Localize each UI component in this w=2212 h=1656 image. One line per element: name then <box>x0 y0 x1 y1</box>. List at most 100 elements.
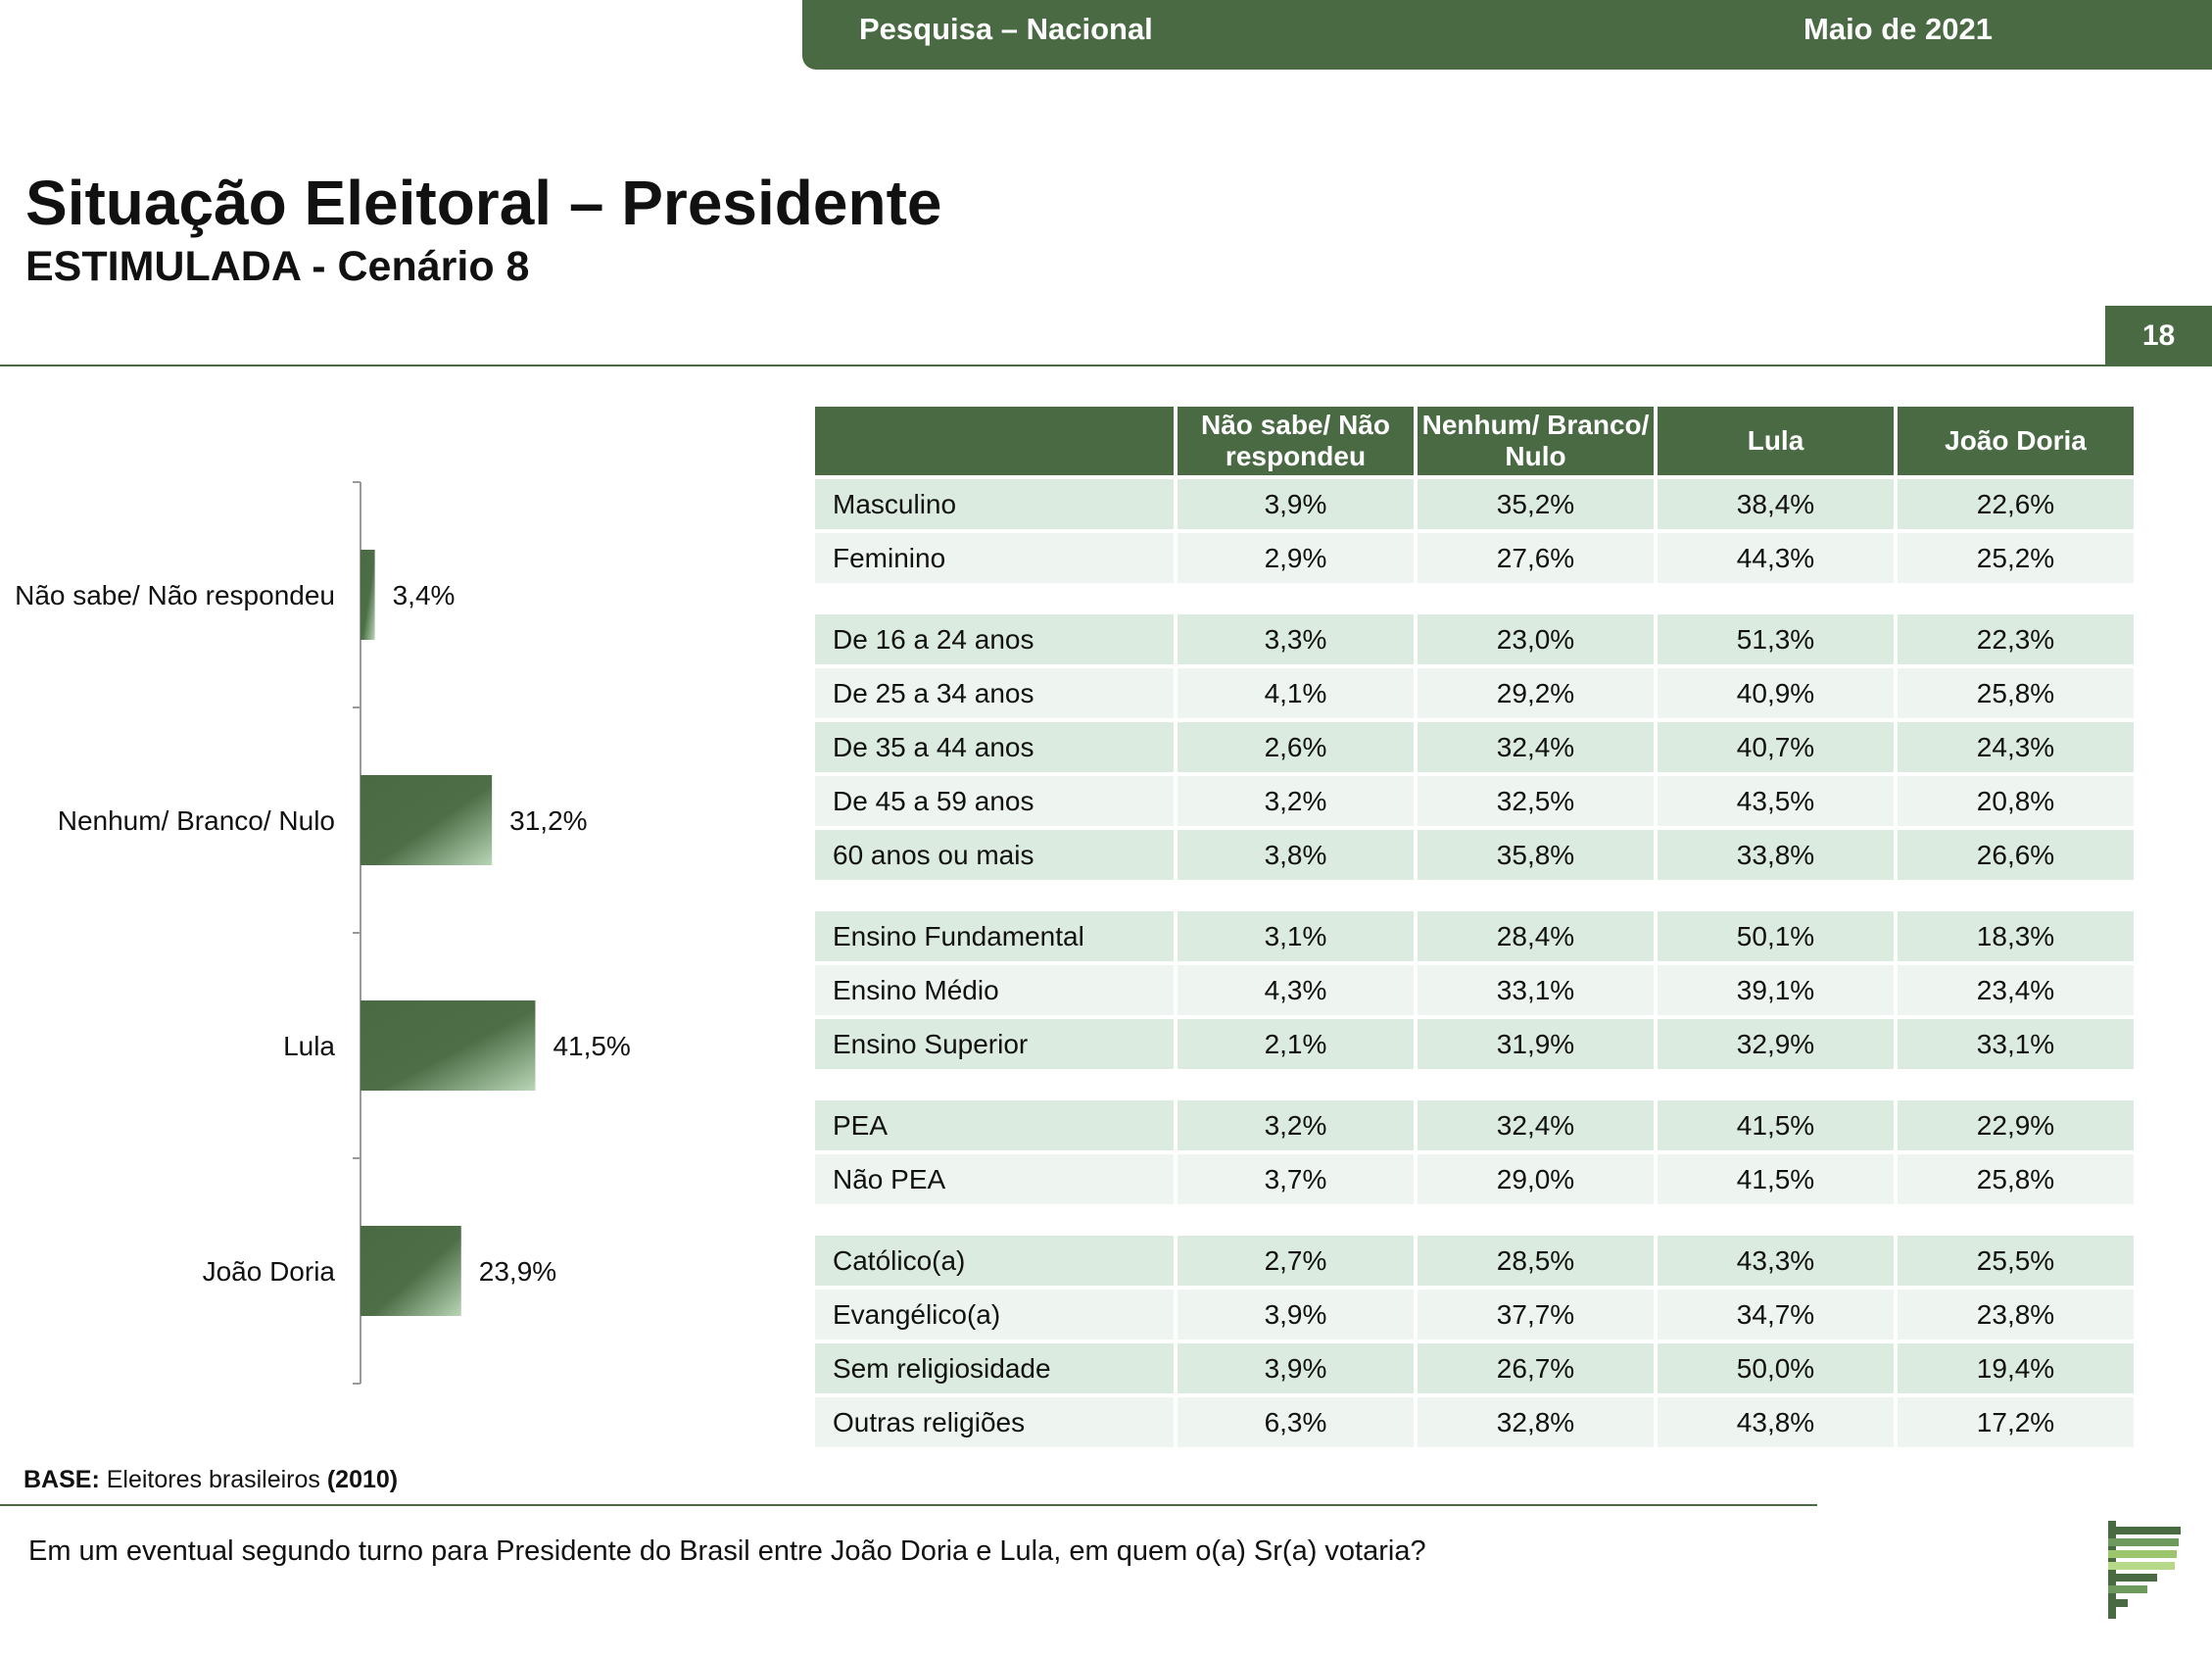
table-row: Evangélico(a) 3,9% 37,7% 34,7% 23,8% <box>815 1290 2134 1339</box>
table-cell: 28,5% <box>1418 1236 1654 1286</box>
row-label: Católico(a) <box>815 1236 1174 1286</box>
table-cell: 19,4% <box>1898 1343 2134 1393</box>
bar <box>361 775 493 865</box>
table-row: Ensino Superior 2,1% 31,9% 32,9% 33,1% <box>815 1019 2134 1069</box>
group-spacer <box>815 1073 2134 1096</box>
table-cell: 40,9% <box>1658 668 1894 718</box>
table-cell: 3,2% <box>1178 776 1414 826</box>
table-cell: 25,8% <box>1898 668 2134 718</box>
stacked-green-bars-logo <box>2108 1521 2181 1619</box>
table-cell: 4,3% <box>1178 965 1414 1015</box>
table-row: PEA 3,2% 32,4% 41,5% 22,9% <box>815 1100 2134 1150</box>
table-cell: 32,9% <box>1658 1019 1894 1069</box>
table-cell: 25,8% <box>1898 1154 2134 1204</box>
table-cell: 43,3% <box>1658 1236 1894 1286</box>
bar <box>361 550 375 640</box>
data-label: 23,9% <box>479 1256 556 1287</box>
table-cell: 2,6% <box>1178 722 1414 772</box>
row-label: Outras religiões <box>815 1397 1174 1447</box>
table-cell: 26,7% <box>1418 1343 1654 1393</box>
row-label: De 45 a 59 anos <box>815 776 1174 826</box>
table-row: Não PEA 3,7% 29,0% 41,5% 25,8% <box>815 1154 2134 1204</box>
page-number: 18 <box>2105 306 2212 365</box>
table-cell: 43,5% <box>1658 776 1894 826</box>
base-label: BASE: <box>24 1466 100 1493</box>
row-label: Feminino <box>815 533 1174 583</box>
table-cell: 23,0% <box>1418 614 1654 664</box>
table-cell: 18,3% <box>1898 911 2134 961</box>
table-row: Feminino 2,9% 27,6% 44,3% 25,2% <box>815 533 2134 583</box>
table-cell: 32,8% <box>1418 1397 1654 1447</box>
table-cell: 23,8% <box>1898 1290 2134 1339</box>
table-cell: 3,7% <box>1178 1154 1414 1204</box>
column-header: Não sabe/ Não respondeu <box>1178 407 1414 475</box>
table-row: De 35 a 44 anos 2,6% 32,4% 40,7% 24,3% <box>815 722 2134 772</box>
table-cell: 22,9% <box>1898 1100 2134 1150</box>
table-cell: 41,5% <box>1658 1100 1894 1150</box>
table-cell: 3,9% <box>1178 1290 1414 1339</box>
row-label: De 35 a 44 anos <box>815 722 1174 772</box>
row-label: Evangélico(a) <box>815 1290 1174 1339</box>
base-text: Eleitores brasileiros <box>106 1466 320 1493</box>
table-row: Ensino Médio 4,3% 33,1% 39,1% 23,4% <box>815 965 2134 1015</box>
table-cell: 33,1% <box>1418 965 1654 1015</box>
table-cell: 39,1% <box>1658 965 1894 1015</box>
table-row: De 16 a 24 anos 3,3% 23,0% 51,3% 22,3% <box>815 614 2134 664</box>
table-cell: 22,3% <box>1898 614 2134 664</box>
bar <box>361 1226 461 1316</box>
crosstab-table: Não sabe/ Não respondeu Nenhum/ Branco/ N… <box>811 403 2138 1451</box>
column-header: João Doria <box>1898 407 2134 475</box>
category-label: João Doria <box>203 1256 336 1287</box>
base-note: BASE: Eleitores brasileiros (2010) <box>24 1466 398 1494</box>
base-year: (2010) <box>326 1466 399 1493</box>
survey-question: Em um eventual segundo turno para Presid… <box>28 1535 1426 1567</box>
table-cell: 20,8% <box>1898 776 2134 826</box>
table-row: Católico(a) 2,7% 28,5% 43,3% 25,5% <box>815 1236 2134 1286</box>
table-row: Ensino Fundamental 3,1% 28,4% 50,1% 18,3% <box>815 911 2134 961</box>
survey-date: Maio de 2021 <box>1803 12 1993 46</box>
page-subtitle: ESTIMULADA - Cenário 8 <box>25 243 530 290</box>
row-label: Não PEA <box>815 1154 1174 1204</box>
category-label: Não sabe/ Não respondeu <box>15 580 335 610</box>
table-cell: 31,9% <box>1418 1019 1654 1069</box>
table-cell: 28,4% <box>1418 911 1654 961</box>
bar-chart: Não sabe/ Não respondeu 3,4% Nenhum/ Branc… <box>15 481 631 1385</box>
survey-label: Pesquisa – Nacional <box>859 12 1153 46</box>
table-cell: 29,0% <box>1418 1154 1654 1204</box>
page-title: Situação Eleitoral – Presidente <box>25 168 942 238</box>
column-header: Lula <box>1658 407 1894 475</box>
table-cell: 3,3% <box>1178 614 1414 664</box>
row-label: De 16 a 24 anos <box>815 614 1174 664</box>
group-spacer <box>815 884 2134 907</box>
row-label: Masculino <box>815 479 1174 529</box>
table-cell: 22,6% <box>1898 479 2134 529</box>
data-label: 3,4% <box>393 580 456 610</box>
table-cell: 35,8% <box>1418 830 1654 880</box>
table-row: 60 anos ou mais 3,8% 35,8% 33,8% 26,6% <box>815 830 2134 880</box>
table-cell: 50,0% <box>1658 1343 1894 1393</box>
table-cell: 25,2% <box>1898 533 2134 583</box>
data-label: 31,2% <box>509 805 587 836</box>
row-label: De 25 a 34 anos <box>815 668 1174 718</box>
header-bar: Pesquisa – Nacional Maio de 2021 <box>802 0 2212 70</box>
row-label: Sem religiosidade <box>815 1343 1174 1393</box>
table-cell: 32,4% <box>1418 722 1654 772</box>
table-cell: 38,4% <box>1658 479 1894 529</box>
table-cell: 40,7% <box>1658 722 1894 772</box>
category-label: Nenhum/ Branco/ Nulo <box>58 805 335 836</box>
table-row: Sem religiosidade 3,9% 26,7% 50,0% 19,4% <box>815 1343 2134 1393</box>
category-label: Lula <box>283 1031 335 1061</box>
table-cell: 2,1% <box>1178 1019 1414 1069</box>
table-cell: 3,9% <box>1178 479 1414 529</box>
row-label: Ensino Médio <box>815 965 1174 1015</box>
table-cell: 32,4% <box>1418 1100 1654 1150</box>
column-header <box>815 407 1174 475</box>
table-cell: 51,3% <box>1658 614 1894 664</box>
table-cell: 24,3% <box>1898 722 2134 772</box>
table-cell: 44,3% <box>1658 533 1894 583</box>
table-cell: 33,8% <box>1658 830 1894 880</box>
table-cell: 41,5% <box>1658 1154 1894 1204</box>
title-divider <box>0 365 2212 366</box>
table-row: De 25 a 34 anos 4,1% 29,2% 40,9% 25,8% <box>815 668 2134 718</box>
table-cell: 4,1% <box>1178 668 1414 718</box>
